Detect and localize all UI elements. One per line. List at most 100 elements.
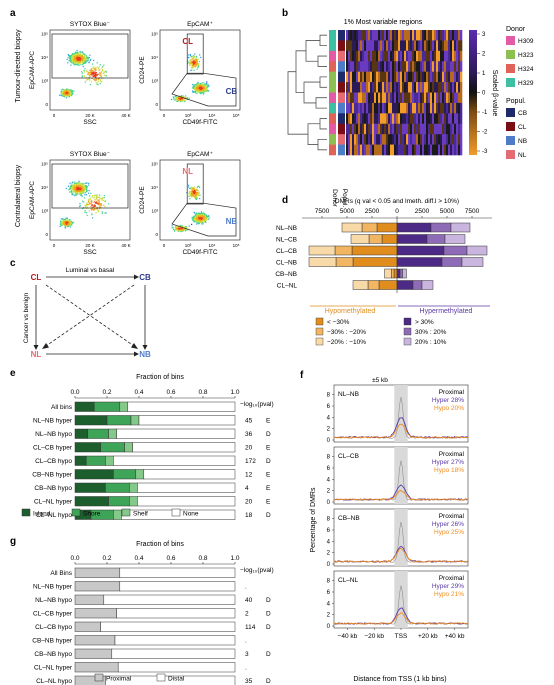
heatmap-cell xyxy=(456,30,459,41)
heatmap-cell xyxy=(398,30,401,41)
flow-event xyxy=(85,194,88,196)
flow-event xyxy=(90,192,92,194)
heatmap-cell xyxy=(386,71,389,83)
heatmap-cell xyxy=(364,102,367,114)
flow-event xyxy=(192,193,194,196)
heatmap-cell xyxy=(400,61,403,72)
flow-event xyxy=(191,56,193,58)
flow-ytick: 10⁵ xyxy=(41,32,48,37)
flow-event xyxy=(74,56,76,58)
flow-event xyxy=(77,182,79,184)
flow-event xyxy=(95,195,97,197)
donor-cell xyxy=(329,50,336,62)
dmr-legend-swatch xyxy=(403,317,412,326)
heatmap-cell xyxy=(404,144,407,156)
flow-event xyxy=(187,63,189,65)
heatmap-cell xyxy=(436,134,439,145)
flow-event xyxy=(196,213,198,215)
flow-event xyxy=(185,95,187,97)
ytick-label: 6 xyxy=(327,528,331,534)
flow-event xyxy=(195,198,197,200)
ytick-label: 0 xyxy=(327,500,331,506)
flow-event xyxy=(198,185,200,188)
heatmap-cell xyxy=(414,92,417,104)
heatmap-cell xyxy=(402,82,405,93)
flow-event xyxy=(206,90,208,92)
donor-cell xyxy=(329,40,336,52)
heatmap-cell xyxy=(356,30,359,41)
heatmap-cell xyxy=(408,40,411,52)
flow-event xyxy=(196,61,198,63)
flow-xtick: 10⁴ xyxy=(209,243,216,248)
heatmap-cell xyxy=(380,113,383,125)
dmr-row-label: NL–NB xyxy=(276,225,297,232)
flow-event xyxy=(196,218,198,220)
dmr-bar-hyper xyxy=(461,257,484,267)
flow-event xyxy=(81,187,83,189)
heatmap-cell xyxy=(404,40,407,52)
flow-event xyxy=(63,93,65,95)
heatmap-cell xyxy=(428,123,431,135)
heatmap-cell xyxy=(388,82,391,93)
flow-event xyxy=(75,194,77,196)
flow-event xyxy=(82,59,85,61)
flow-event xyxy=(197,86,199,88)
heatmap-cell xyxy=(416,113,419,125)
flow-event xyxy=(96,198,98,200)
flow-event xyxy=(198,221,200,223)
flow-event xyxy=(69,92,71,94)
label-cancer-benign: Cancer vs benign xyxy=(23,292,30,343)
heatmap-cell xyxy=(450,102,453,114)
flow-event xyxy=(78,184,81,186)
flow-event xyxy=(69,59,71,61)
heatmap-cell xyxy=(420,134,423,145)
heatmap-cell xyxy=(440,82,443,93)
flow-event xyxy=(94,80,96,82)
heatmap-cell xyxy=(434,71,437,83)
flow-event xyxy=(75,61,77,63)
heatmap-cell xyxy=(354,50,357,62)
heatmap-cell xyxy=(360,30,363,41)
axis-tick-label: 0.6 xyxy=(166,389,175,396)
flow-event xyxy=(80,194,82,196)
xtick-label: −20 kb xyxy=(364,633,384,640)
flow-ylabel: EpCAM-APC xyxy=(29,51,36,89)
col-label-popul: Popul. xyxy=(341,189,348,208)
flow-event xyxy=(77,191,79,193)
heatmap-title: 1% Most variable regions xyxy=(344,19,423,26)
heatmap-cell xyxy=(412,40,415,52)
dmr-bar-hyper xyxy=(430,222,452,233)
heatmap-cell xyxy=(350,92,353,104)
heatmap-cell xyxy=(448,30,451,41)
heatmap-cell xyxy=(426,123,429,135)
flow-event xyxy=(71,56,74,58)
legend-label: Distal xyxy=(168,676,185,683)
heatmap-cell xyxy=(440,134,443,145)
flow-event xyxy=(197,194,199,197)
flow-event xyxy=(70,190,73,192)
flow-event xyxy=(198,214,200,216)
heatmap-cell xyxy=(452,92,455,104)
stacked-bar xyxy=(85,455,106,466)
heatmap-cell xyxy=(360,82,363,93)
flow-title: SYTOX Blue⁻ xyxy=(70,151,111,158)
heatmap-cell xyxy=(392,134,395,145)
dendrogram xyxy=(287,34,327,151)
heatmap-cell xyxy=(356,123,359,135)
donor-cell xyxy=(329,30,336,41)
heatmap-cell xyxy=(436,71,439,83)
flow-ytick: 10⁴ xyxy=(151,185,158,190)
flow-event xyxy=(91,209,93,211)
heatmap-cell xyxy=(346,92,349,104)
heatmap-cell xyxy=(378,82,381,93)
heatmap-cell xyxy=(432,30,435,41)
heatmap-cell xyxy=(398,82,401,93)
flow-event xyxy=(200,218,202,220)
heatmap-cell xyxy=(450,50,453,62)
flow-event xyxy=(73,61,75,63)
flow-event xyxy=(193,62,195,64)
flow-event xyxy=(103,204,105,206)
heatmap-cell xyxy=(428,50,431,62)
flow-event xyxy=(191,191,193,194)
legend-swatch xyxy=(156,673,166,682)
